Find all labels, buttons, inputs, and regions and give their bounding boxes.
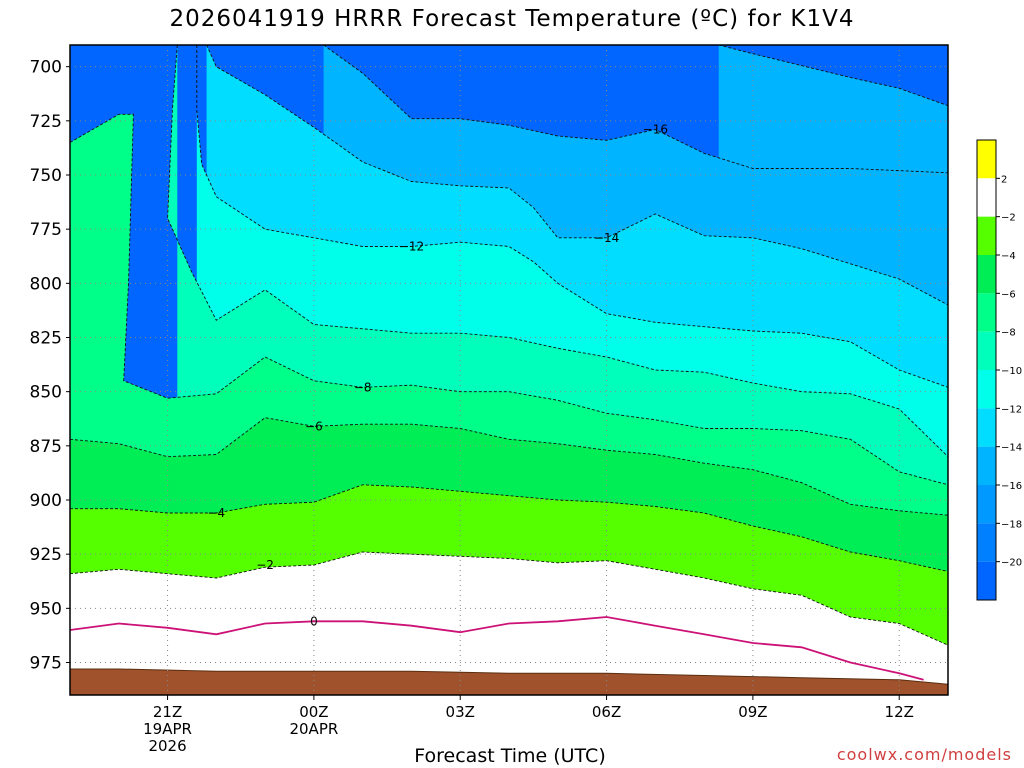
y-tick-label-700: 700 [30,58,62,78]
contour-label--6-6: −6 [305,419,323,433]
contour-line--8-5 [70,113,948,486]
colorbar: −20 −18 −16 −14 −12 −10 −8 −6 −4 −2 2 [976,139,1022,601]
colorbar-swatch--14 [977,408,996,447]
colorbar-label--6: −6 [1001,289,1016,300]
x-tick-label-21-0: 21Z [153,703,182,721]
contour-line--16-1 [323,45,948,174]
colorbar-swatch--22 [977,561,996,600]
contour-line--6-6 [70,417,948,516]
x-tick-label-24-0: 00Z [299,703,328,721]
colorbar-swatch--20 [977,523,996,562]
colorbar-label--2: −2 [1001,213,1016,224]
x-tick-label-36-0: 12Z [885,703,914,721]
colorbar-label--10: −10 [1001,366,1022,377]
y-axis: 700 725 750 775 800 825 850 875 900 925 950 975 [30,58,70,674]
y-tick-label-950: 950 [30,599,62,619]
contour-line--14-2 [206,45,948,306]
y-tick-label-975: 975 [30,654,62,674]
y-tick-label-750: 750 [30,166,62,186]
y-tick-label-925: 925 [30,545,62,565]
chart-title: 2026041919 HRRR Forecast Temperature (ºC… [169,6,855,32]
colorbar-swatch--6 [977,255,996,294]
colorbar-label--8: −8 [1001,328,1016,339]
contour-line--16-0 [718,45,948,107]
y-tick-label-800: 800 [30,274,62,294]
contour-line--4-7 [70,484,948,572]
colorbar-swatch--18 [977,485,996,524]
contour-line--10-4 [167,45,948,458]
contour-line--12-3 [196,45,948,388]
x-tick-label-33-0: 09Z [738,703,767,721]
temperature-fill-layer [70,45,948,695]
freezing-line-0 [70,616,924,681]
contour-label--14-2: −14 [594,231,619,245]
ground-surface [70,668,948,695]
colorbar-label--14: −14 [1001,443,1022,454]
colorbar-swatch--10 [977,331,996,370]
y-tick-label-725: 725 [30,112,62,132]
x-tick-label-30-0: 06Z [592,703,621,721]
colorbar-label-2: 2 [1001,174,1007,185]
contour-line-layer [70,45,948,681]
credit-link[interactable]: coolwx.com/models [836,745,1012,764]
x-tick-label-21-1: 19APR [143,720,192,738]
x-tick-label-21-2: 2026 [148,737,186,755]
y-tick-label-875: 875 [30,437,62,457]
x-axis-label: Forecast Time (UTC) [414,745,606,767]
colorbar-swatch--12 [977,370,996,409]
y-tick-label-825: 825 [30,329,62,349]
colorbar-swatch-2 [977,140,996,179]
contour-label-0: 0 [310,614,318,628]
colorbar-label--18: −18 [1001,519,1022,530]
plot-frame [69,44,949,696]
colorbar-label--20: −20 [1001,558,1022,569]
contour-line--2-8 [70,551,948,646]
x-tick-label-24-1: 20APR [289,720,338,738]
y-tick-label-900: 900 [30,491,62,511]
y-tick-label-850: 850 [30,383,62,403]
colorbar-swatch--8 [977,293,996,332]
colorbar-swatch--4 [977,216,996,255]
colorbar-label--16: −16 [1001,481,1022,492]
colorbar-label--12: −12 [1001,404,1022,415]
colorbar-swatch--16 [977,446,996,485]
colorbar-label--4: −4 [1001,251,1016,262]
contour-label--2-8: −2 [256,558,274,572]
contour-label--4-7: −4 [207,506,225,520]
contour-label--12-3: −12 [399,240,424,254]
contour-label--8-5: −8 [354,380,372,394]
colorbar-swatch--2 [977,178,996,217]
y-tick-label-775: 775 [30,220,62,240]
contour-label-layer: −16 −14 −12 −8 −6 −4 −2 0 [207,123,668,629]
x-tick-label-27-0: 03Z [446,703,475,721]
contour-label--16-0: −16 [643,123,668,137]
